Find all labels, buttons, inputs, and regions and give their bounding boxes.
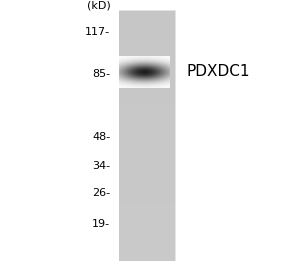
Text: (kD): (kD) [87,0,110,10]
Text: 26-: 26- [92,188,110,198]
Bar [119,11,175,261]
Text: 19-: 19- [92,219,110,229]
Text: 34-: 34- [92,161,110,171]
Text: 117-: 117- [85,27,110,37]
Text: 85-: 85- [92,69,110,79]
Text: 48-: 48- [92,132,110,142]
Text: PDXDC1: PDXDC1 [187,64,250,79]
